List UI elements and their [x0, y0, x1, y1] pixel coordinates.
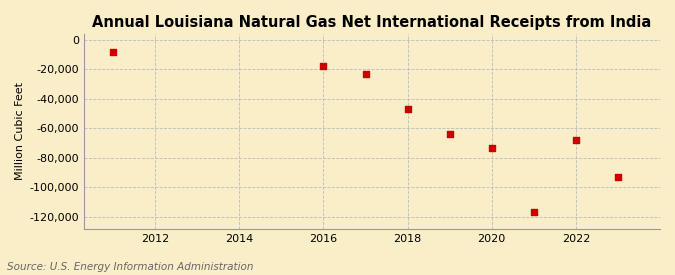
Point [486, 145, 497, 150]
Point [612, 175, 623, 179]
Point [360, 72, 371, 76]
Title: Annual Louisiana Natural Gas Net International Receipts from India: Annual Louisiana Natural Gas Net Interna… [92, 15, 651, 30]
Point [529, 210, 539, 214]
Point [318, 64, 329, 68]
Point [402, 107, 413, 111]
Point [444, 132, 455, 136]
Y-axis label: Million Cubic Feet: Million Cubic Feet [15, 82, 25, 180]
Text: Source: U.S. Energy Information Administration: Source: U.S. Energy Information Administ… [7, 262, 253, 272]
Point [108, 50, 119, 54]
Point [570, 138, 581, 142]
